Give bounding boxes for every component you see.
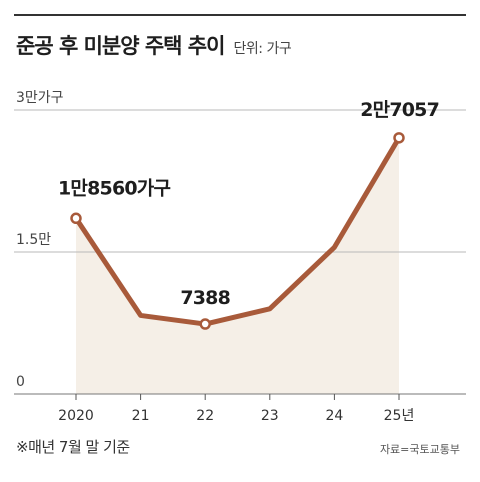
y-tick-label: 3만가구 — [16, 90, 64, 106]
source-credit: 자료=국토교통부 — [379, 443, 460, 456]
x-tick-label: 25년 — [384, 408, 415, 424]
data-label: 2만7057 — [360, 99, 439, 121]
title-row: 준공 후 미분양 주택 추이 단위: 가구 — [16, 30, 292, 60]
area-fill — [76, 137, 399, 394]
series-line — [73, 135, 402, 327]
data-label: 7388 — [180, 287, 230, 309]
footnote: ※매년 7월 말 기준 — [16, 438, 130, 456]
y-tick-label: 1.5만 — [16, 232, 51, 248]
data-point-marker — [393, 132, 405, 144]
x-tick-label: 22 — [196, 408, 214, 424]
top-rule — [14, 14, 466, 16]
data-point-marker — [70, 212, 82, 225]
data-point-marker — [199, 318, 211, 330]
x-tick-label: 23 — [261, 408, 279, 424]
x-tick-label: 24 — [325, 408, 343, 424]
unit-label: 단위: 가구 — [233, 41, 292, 57]
y-tick-label: 0 — [16, 374, 25, 390]
chart-title: 준공 후 미분양 주택 추이 — [16, 34, 225, 58]
x-tick-label: 21 — [132, 408, 150, 424]
data-label: 1만8560가구 — [58, 177, 170, 199]
x-tick-label: 2020 — [58, 408, 94, 424]
